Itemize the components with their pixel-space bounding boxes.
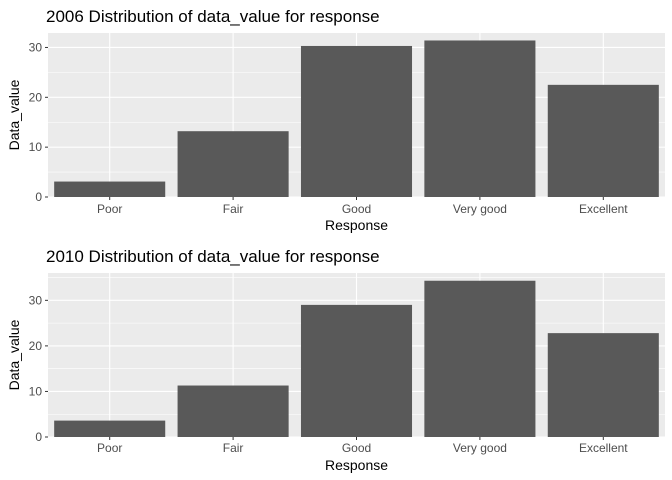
chart2-x-tick-label: Fair bbox=[223, 441, 244, 455]
chart2-x-tick-label: Very good bbox=[453, 441, 507, 455]
chart2-bar-excellent bbox=[547, 333, 659, 437]
chart2-bar-very-good bbox=[424, 280, 536, 437]
chart1-bar-poor bbox=[54, 181, 166, 197]
chart2-y-axis-title: Data_value bbox=[6, 319, 22, 390]
chart1-y-tick-label: 30 bbox=[29, 40, 43, 54]
chart1-bar-excellent bbox=[547, 84, 659, 197]
chart1-x-axis-title: Response bbox=[325, 217, 388, 233]
chart2-x-tick-label: Good bbox=[342, 441, 371, 455]
chart1-title: 2006 Distribution of data_value for resp… bbox=[46, 7, 380, 26]
chart1-x-tick-label: Excellent bbox=[579, 202, 628, 216]
chart1-x-tick-label: Fair bbox=[223, 202, 244, 216]
chart2-y-tick-label: 0 bbox=[35, 430, 42, 444]
chart2-y-tick-label: 20 bbox=[29, 339, 43, 353]
chart2-y-tick-label: 10 bbox=[29, 384, 43, 398]
chart2-x-axis-title: Response bbox=[325, 457, 388, 473]
chart1-x-tick-label: Good bbox=[342, 202, 371, 216]
chart1-y-axis-title: Data_value bbox=[6, 79, 22, 150]
chart1-y-tick-label: 20 bbox=[29, 90, 43, 104]
chart2-bar-poor bbox=[54, 420, 166, 437]
chart2-title: 2010 Distribution of data_value for resp… bbox=[46, 247, 380, 266]
chart1-y-tick-label: 0 bbox=[35, 190, 42, 204]
chart2-bar-fair bbox=[177, 385, 289, 437]
chart1-bar-very-good bbox=[424, 40, 536, 197]
chart2-x-tick-label: Excellent bbox=[579, 441, 628, 455]
chart2-x-tick-label: Poor bbox=[97, 441, 122, 455]
chart1-x-tick-label: Poor bbox=[97, 202, 122, 216]
chart1-y-tick-label: 10 bbox=[29, 140, 43, 154]
chart2-y-tick-label: 30 bbox=[29, 293, 43, 307]
chart1-x-tick-label: Very good bbox=[453, 202, 507, 216]
chart2-bar-good bbox=[300, 304, 413, 437]
chart1-bar-fair bbox=[177, 131, 289, 197]
chart1-bar-good bbox=[300, 45, 413, 198]
